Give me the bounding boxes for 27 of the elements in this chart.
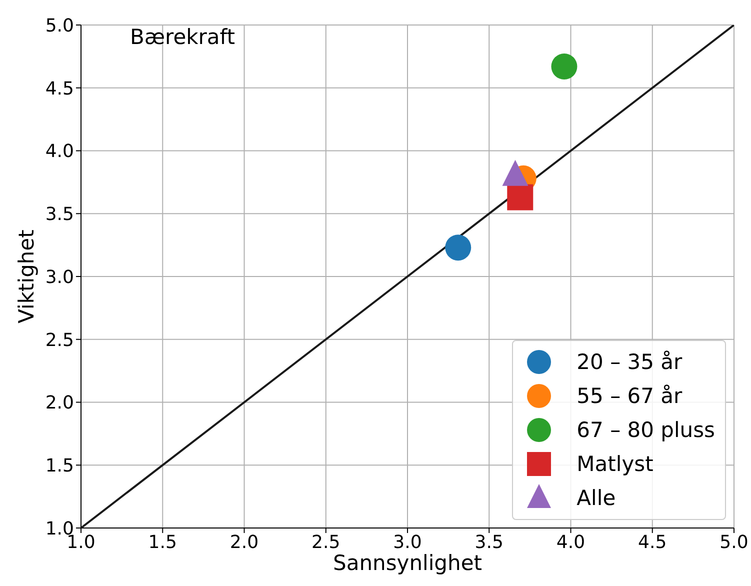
point xyxy=(551,54,578,80)
x-tick-label: 2.0 xyxy=(230,532,259,553)
y-tick-label: 5.0 xyxy=(45,15,74,36)
x-tick-label: 2.5 xyxy=(312,532,340,553)
y-tick-label: 4.0 xyxy=(45,141,74,162)
x-axis-title: Sannsynlighet xyxy=(333,551,482,575)
point xyxy=(445,234,472,261)
y-tick-label: 2.5 xyxy=(45,330,74,351)
y-tick-label: 3.5 xyxy=(45,204,74,226)
legend-label: 20 – 35 år xyxy=(576,350,682,374)
y-tick-label: 1.5 xyxy=(45,456,74,477)
y-axis-title: Viktighet xyxy=(14,230,38,324)
legend-label: Alle xyxy=(576,486,616,510)
y-tick-label: 2.0 xyxy=(45,392,74,414)
x-tick-label: 5.0 xyxy=(720,532,748,553)
legend-label: Matlyst xyxy=(576,452,654,476)
y-tick-label: 3.0 xyxy=(45,266,74,288)
x-tick-label: 1.5 xyxy=(148,532,177,553)
x-tick-label: 4.0 xyxy=(556,532,586,553)
legend-label: 55 – 67 år xyxy=(576,384,682,408)
x-tick-label: 4.5 xyxy=(638,532,667,553)
y-tick-label: 4.5 xyxy=(45,78,74,100)
point xyxy=(507,184,534,210)
x-tick-label: 3.5 xyxy=(474,532,504,553)
legend-label: 67 – 80 pluss xyxy=(576,418,715,442)
annotation: Bærekraft xyxy=(130,25,236,49)
x-tick-label: 3.0 xyxy=(393,532,422,553)
